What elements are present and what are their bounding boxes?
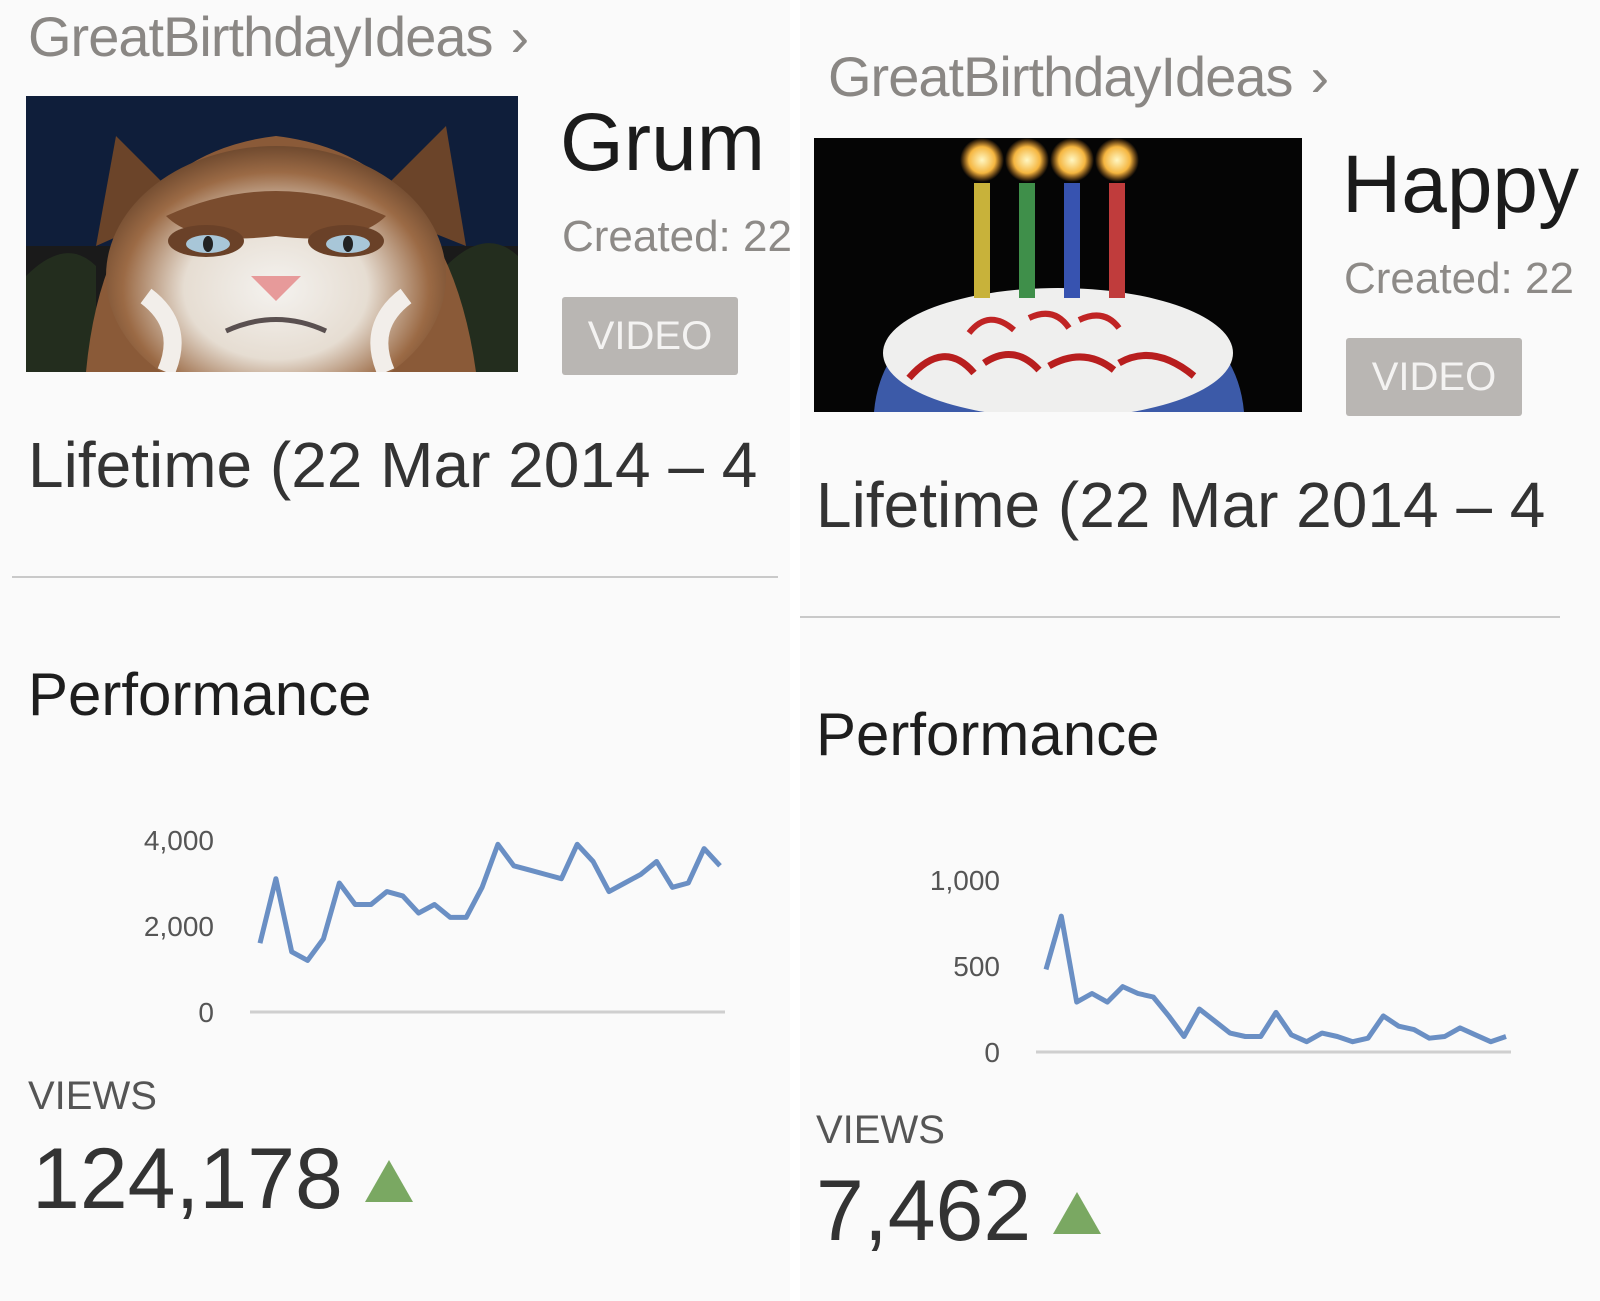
video-panel-happy-birthday: GreatBirthdayIdeas › xyxy=(800,0,1600,1301)
channel-name[interactable]: GreatBirthdayIdeas xyxy=(828,45,1293,108)
y-tick-label: 500 xyxy=(953,951,1000,982)
performance-heading: Performance xyxy=(816,701,1160,768)
cat-icon xyxy=(26,96,518,372)
video-panel-grumpy-cat: GreatBirthdayIdeas › xyxy=(0,0,790,1301)
created-date: Created: 22 xyxy=(562,212,790,261)
performance-heading: Performance xyxy=(28,661,372,728)
divider xyxy=(800,616,1560,618)
views-label: VIEWS xyxy=(816,1108,945,1152)
views-line-chart: 0 2,000 4,000 xyxy=(144,825,725,1028)
chevron-right-icon: › xyxy=(510,5,529,68)
views-count: 7,462 xyxy=(816,1163,1032,1259)
grumpy-cat-thumbnail[interactable] xyxy=(26,96,518,372)
y-tick-label: 2,000 xyxy=(144,911,214,942)
y-tick-label: 0 xyxy=(984,1037,1000,1068)
video-title[interactable]: Happy xyxy=(1342,139,1580,230)
views-series-line[interactable] xyxy=(257,841,722,963)
views-series-line[interactable] xyxy=(1043,913,1507,1045)
video-type-badge: VIDEO xyxy=(1346,338,1522,416)
video-type-badge: VIDEO xyxy=(562,297,738,375)
channel-link[interactable]: GreatBirthdayIdeas › xyxy=(28,4,529,69)
views-label: VIEWS xyxy=(28,1074,157,1118)
channel-link[interactable]: GreatBirthdayIdeas › xyxy=(828,44,1329,109)
chevron-right-icon: › xyxy=(1310,45,1329,108)
views-value-row: 124,178 xyxy=(32,1130,413,1229)
y-tick-label: 0 xyxy=(198,997,214,1028)
up-triangle-icon xyxy=(364,1160,413,1202)
up-triangle-icon xyxy=(1053,1192,1102,1234)
birthday-cake-icon xyxy=(814,138,1302,412)
birthday-cake-thumbnail[interactable] xyxy=(814,138,1302,412)
lifetime-date-range[interactable]: Lifetime (22 Mar 2014 – 4 xyxy=(816,469,1546,541)
channel-name[interactable]: GreatBirthdayIdeas xyxy=(28,5,493,68)
views-line-chart: 0 500 1,000 xyxy=(930,865,1511,1068)
divider xyxy=(12,576,778,578)
video-title[interactable]: Grum xyxy=(560,97,765,188)
y-tick-label: 4,000 xyxy=(144,825,214,856)
lifetime-date-range[interactable]: Lifetime (22 Mar 2014 – 4 xyxy=(28,429,758,501)
views-value-row: 7,462 xyxy=(816,1162,1102,1261)
y-tick-label: 1,000 xyxy=(930,865,1000,896)
created-date: Created: 22 xyxy=(1344,254,1574,303)
views-count: 124,178 xyxy=(32,1131,343,1227)
